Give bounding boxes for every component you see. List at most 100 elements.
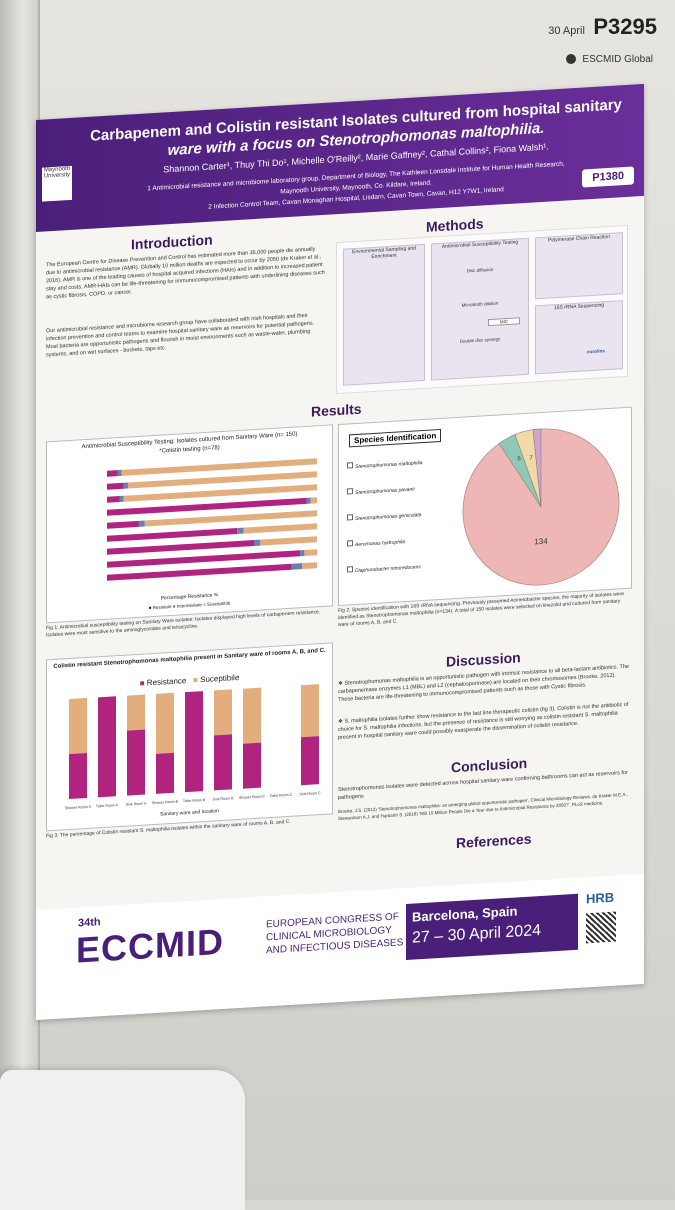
species-name-2: Stenotrophomonas pavanii xyxy=(355,486,415,497)
intro-heading: Introduction xyxy=(131,231,213,253)
species-heading: Species Identification xyxy=(349,428,442,448)
fig1-bar-segment xyxy=(107,470,118,477)
fig1-bar-segment xyxy=(107,540,254,555)
fig1-bar-segment xyxy=(128,471,317,489)
fig3-bar-resistance xyxy=(214,734,232,791)
fig1-bar-segment xyxy=(302,562,318,570)
pie-slice-small-3 xyxy=(532,428,542,508)
fig1-chart xyxy=(107,458,318,581)
method-label-broth: Microbroth dilution xyxy=(461,300,499,308)
org-name: ESCMID Global xyxy=(582,54,653,65)
fig1-bar-segment xyxy=(119,495,124,503)
method-label-pcr: Polymerase Chain Reaction xyxy=(548,233,610,244)
fig1-bar-segment xyxy=(121,458,317,476)
intro-paragraph-2: Our antimicrobial resistance and microbi… xyxy=(46,312,315,359)
method-label-mic: MIC xyxy=(488,317,520,327)
qr-code-icon xyxy=(586,911,616,944)
fig3-category-label: Shower Room A xyxy=(65,805,92,811)
fig1-panel: Antimicrobial Susceptibility Testing: Is… xyxy=(46,424,333,624)
fig3-bar-susceptible xyxy=(69,697,87,755)
venue-dates: 27 – 30 April 2024 xyxy=(412,921,541,947)
poster: Maynooth University Carbapenem and Colis… xyxy=(36,83,644,1020)
conclusion-heading: Conclusion xyxy=(451,754,528,776)
logo-text: Maynooth University xyxy=(43,165,71,180)
university-logo: Maynooth University xyxy=(42,165,72,202)
species-name-4: Aeromonas hydrophila xyxy=(355,539,406,549)
fig3-title: Colistin resistant Stenotrophomonas malt… xyxy=(53,647,326,670)
fig1-bar-segment xyxy=(107,482,124,490)
fig3-category-label: Shower Room C xyxy=(239,794,266,800)
fig1-bar-segment xyxy=(123,484,317,502)
fig3-bar-resistance xyxy=(156,752,174,794)
methods-heading: Methods xyxy=(426,215,484,235)
fig1-bar-segment xyxy=(107,563,292,581)
species-legend-4: Aeromonas hydrophila xyxy=(347,537,405,548)
discussion-paragraph-1: ❖ Stenotrophomonas maltophilia is an opp… xyxy=(338,663,629,704)
venue-city: Barcelona, Spain xyxy=(412,903,518,925)
fig1-bar-segment xyxy=(123,482,129,489)
fig3-panel: Colistin resistant Stenotrophomonas malt… xyxy=(46,642,333,832)
species-name-5: Diaphorobacter nitroreducens xyxy=(355,564,421,575)
species-pie: 134 5 7 xyxy=(462,428,620,586)
hrb-logo: HRB xyxy=(586,889,615,907)
fig1-bar-segment xyxy=(310,497,318,504)
fig3-bar-susceptible xyxy=(301,684,319,738)
board-number: 30 April P3295 xyxy=(548,14,657,40)
method-label-sampling: Environmental Sampling and Enrichment xyxy=(352,245,416,261)
fig3-legend-susceptible: Suceptibile xyxy=(200,672,240,685)
poster-number: P1380 xyxy=(582,166,634,188)
legend-swatch xyxy=(347,540,353,547)
venue-box: Barcelona, Spain 27 – 30 April 2024 xyxy=(406,893,578,961)
fig3-category-label: Sink Room B xyxy=(213,796,235,801)
pie-label-main: 134 xyxy=(534,537,548,547)
fig1-bar-segment xyxy=(291,563,303,570)
method-step-sampling: Environmental Sampling and Enrichment xyxy=(343,243,425,386)
species-name-3: Stenotrophomonas geniculata xyxy=(355,512,422,523)
fig3-legend-resistance: Resistance xyxy=(146,676,187,688)
fig3-category-label: Toilet Room A xyxy=(96,803,119,808)
method-label-ast: Antimicrobial Susceptibility Testing xyxy=(441,239,519,250)
pie-label-small-2: 7 xyxy=(529,455,533,461)
congress-name: EUROPEAN CONGRESS OF CLINICAL MICROBIOLO… xyxy=(266,910,403,957)
fig1-bar-segment xyxy=(107,496,120,503)
fig3-bar-susceptible xyxy=(156,692,174,754)
fig1-bar-segment xyxy=(144,510,317,527)
species-name-1: Stenotrophomonas maltophilia xyxy=(355,460,423,471)
discussion-paragraph-2: ❖ S. maltophilia isolates further show r… xyxy=(338,701,629,742)
fig1-bar-segment xyxy=(107,550,301,568)
fig3-category-label: Shower Room B xyxy=(152,800,179,806)
method-step-ast: Antimicrobial Susceptibility Testing Dis… xyxy=(431,237,529,381)
fig1-bar-segment xyxy=(107,528,238,542)
fig3-bar-susceptible xyxy=(214,689,232,736)
references-heading: References xyxy=(456,830,532,852)
fig1-bar-segment xyxy=(237,527,244,535)
species-legend-2: Stenotrophomonas pavanii xyxy=(347,485,415,497)
fig3-bar-resistance xyxy=(69,752,87,800)
eccmid-logo: ECCMID xyxy=(76,920,224,971)
intro-paragraph-1: The European Centre for Disease Preventi… xyxy=(46,246,325,301)
legend-swatch xyxy=(347,462,353,469)
fig1-bar-segment xyxy=(254,539,261,547)
fig1-bar-segment xyxy=(304,549,317,557)
fig3-bar-resistance xyxy=(127,729,145,796)
fig3-bar-susceptible xyxy=(127,694,145,731)
fig1-bar-segment xyxy=(138,520,145,527)
fig1-bar-segment xyxy=(107,520,139,529)
legend-swatch xyxy=(347,514,353,521)
fig1-bar-segment xyxy=(260,536,318,546)
species-legend-5: Diaphorobacter nitroreducens xyxy=(347,562,421,574)
species-legend-1: Stenotrophomonas maltophilia xyxy=(347,458,423,470)
method-label-eurofins: eurofins xyxy=(587,348,605,355)
pie-label-small-1: 5 xyxy=(517,456,521,462)
escmid-global-tag: ESCMID Global xyxy=(565,54,653,65)
fig3-category-label: Toilet Room C xyxy=(270,793,293,798)
fig1-bar-segment xyxy=(300,550,305,557)
board-code: P3295 xyxy=(593,14,657,39)
method-label-sequencing: 16S rRNA Sequencing xyxy=(553,302,605,312)
species-legend-3: Stenotrophomonas geniculata xyxy=(347,510,421,522)
discussion-heading: Discussion xyxy=(446,649,521,670)
species-panel: Species Identification Stenotrophomonas … xyxy=(338,406,632,607)
fig3-chart: Shower Room A Toilet Room A Sink Room A Sho… xyxy=(65,684,321,811)
fig3-bar-resistance xyxy=(98,696,116,798)
legend-swatch xyxy=(347,566,353,573)
